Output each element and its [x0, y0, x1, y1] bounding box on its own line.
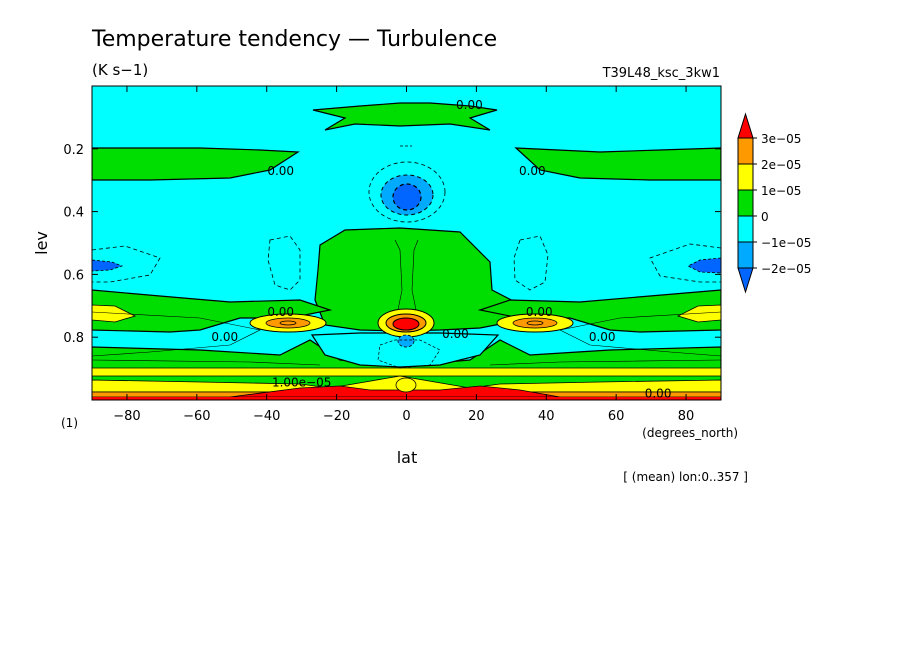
contour-region [92, 259, 124, 272]
contour-label: 0.00 [526, 305, 553, 319]
contour-region [92, 367, 721, 377]
contour-label: 1.00e−05 [272, 376, 331, 390]
colorbar: 3e−05 2e−05 1e−05 0 −1e−05 −2e−05 [737, 112, 811, 294]
contour-label: 0.00 [267, 305, 294, 319]
contour-label: 0.00 [645, 387, 672, 401]
x-tick-label: 0 [402, 409, 410, 424]
colorbar-segment [737, 163, 754, 191]
contour-label: 0.00 [442, 327, 469, 341]
y-tick-label: 0.6 [63, 268, 84, 283]
colorbar-label: 3e−05 [761, 132, 801, 146]
colorbar-label: 2e−05 [761, 158, 801, 172]
contour-label: 0.00 [211, 330, 238, 344]
x-tick-label: −40 [253, 409, 280, 424]
x-units-label: (degrees_north) [642, 426, 738, 440]
x-axis: −80 −60 −40 −20 0 20 40 60 80 [113, 86, 694, 424]
colorbar-segment [737, 215, 754, 243]
contour-region [687, 257, 721, 274]
x-tick-label: 40 [538, 409, 555, 424]
x-tick-label: −80 [113, 409, 140, 424]
contour-region [92, 147, 300, 181]
colorbar-top-triangle [737, 112, 754, 139]
chart-title: Temperature tendency — Turbulence [91, 27, 497, 52]
colorbar-label: 1e−05 [761, 184, 801, 198]
units-label: (K s−1) [92, 61, 148, 79]
contour-label: 0.00 [589, 330, 616, 344]
contour-label: 0.00 [456, 98, 483, 112]
contour-labels: 0.00 0.00 0.00 0.00 0.00 0.00 0.00 0.00 1.00e−05… [211, 98, 671, 401]
contour-region [514, 147, 721, 181]
contour-region [312, 102, 498, 131]
x-tick-label: −60 [183, 409, 210, 424]
colorbar-segment [737, 189, 754, 217]
colorbar-label: −2e−05 [761, 262, 811, 276]
x-tick-label: 20 [468, 409, 485, 424]
y-tick-label: 0.8 [63, 331, 84, 346]
y-tick-label: 0.4 [63, 206, 84, 221]
footer-label: [ (mean) lon:0..357 ] [623, 470, 748, 484]
colorbar-bottom-triangle [737, 267, 754, 294]
contour-label: 0.00 [267, 164, 294, 178]
y-units-label: (1) [61, 416, 78, 430]
contour-field [92, 86, 721, 400]
x-tick-label: 60 [608, 409, 625, 424]
colorbar-label: −1e−05 [761, 236, 811, 250]
y-axis-label: lev [32, 231, 51, 255]
colorbar-label: 0 [761, 210, 769, 224]
y-tick-label: 0.2 [63, 143, 84, 158]
x-tick-label: −20 [323, 409, 350, 424]
run-label: T39L48_ksc_3kw1 [602, 66, 720, 81]
x-axis-label: lat [397, 448, 418, 467]
colorbar-segment [737, 241, 754, 269]
colorbar-segment [737, 137, 754, 165]
x-tick-label: 80 [678, 409, 695, 424]
contour-label: 0.00 [519, 164, 546, 178]
contour-region [92, 304, 137, 323]
y-axis: 0.2 0.4 0.6 0.8 [63, 143, 721, 346]
